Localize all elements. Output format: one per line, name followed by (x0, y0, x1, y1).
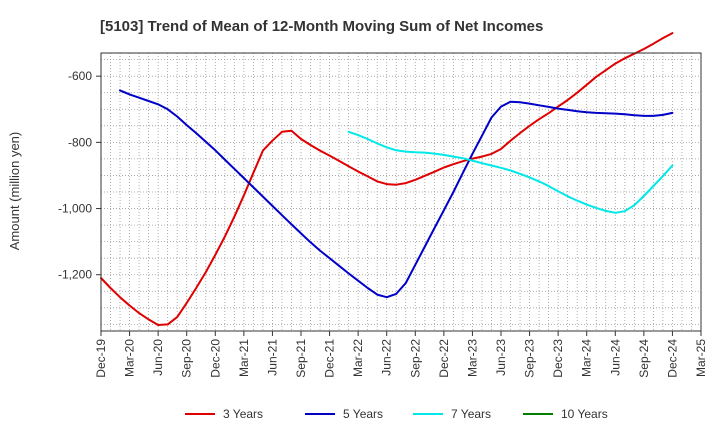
x-tick-label: Mar-20 (123, 339, 137, 377)
x-tick-label: Dec-23 (551, 339, 565, 378)
y-tick-label: -600 (68, 69, 92, 83)
plot-frame (100, 52, 702, 332)
legend-label: 3 Years (223, 407, 263, 421)
x-tick-label: Mar-23 (465, 339, 479, 377)
x-tick-label: Dec-20 (208, 339, 222, 378)
x-tick-label: Jun-21 (265, 339, 279, 376)
y-gridlines (101, 59, 701, 325)
x-tick-label: Jun-22 (380, 339, 394, 376)
series-line-5-years (119, 89, 674, 299)
series-line-3-years (100, 32, 674, 326)
x-tick-label: Sep-24 (637, 339, 651, 378)
y-axis-ticks: -1,200 -1,000 -800 -600 (58, 69, 101, 282)
x-tick-label: Mar-22 (351, 339, 365, 377)
legend-label: 7 Years (451, 407, 491, 421)
x-tick-label: Mar-25 (694, 339, 708, 377)
x-tick-label: Dec-24 (665, 339, 679, 378)
x-tick-label: Sep-21 (294, 339, 308, 378)
y-tick-label: -800 (68, 135, 92, 149)
series-layer (100, 32, 674, 326)
y-axis-label: Amount (million yen) (7, 132, 22, 251)
x-tick-label: Mar-24 (580, 339, 594, 377)
x-tick-label: Sep-20 (180, 339, 194, 378)
x-tick-label: Mar-21 (237, 339, 251, 377)
x-tick-label: Sep-23 (523, 339, 537, 378)
legend-label: 10 Years (561, 407, 608, 421)
x-tick-label: Jun-23 (494, 339, 508, 376)
chart-title: [5103] Trend of Mean of 12-Month Moving … (100, 18, 543, 35)
x-axis-ticks: Dec-19 Mar-20 Jun-20 Sep-20 Dec-20 Mar-21 Jun-… (94, 331, 708, 378)
x-tick-label: Jun-20 (151, 339, 165, 376)
x-tick-label: Sep-22 (408, 339, 422, 378)
y-tick-label: -1,200 (58, 268, 92, 282)
x-tick-label: Dec-22 (437, 339, 451, 378)
legend: 3 Years 5 Years 7 Years 10 Years (185, 407, 608, 421)
y-tick-label: -1,000 (58, 202, 92, 216)
legend-label: 5 Years (343, 407, 383, 421)
x-tick-label: Dec-21 (323, 339, 337, 378)
series-line-7-years (347, 130, 674, 214)
x-tick-label: Dec-19 (94, 339, 108, 378)
x-tick-label: Jun-24 (608, 339, 622, 376)
